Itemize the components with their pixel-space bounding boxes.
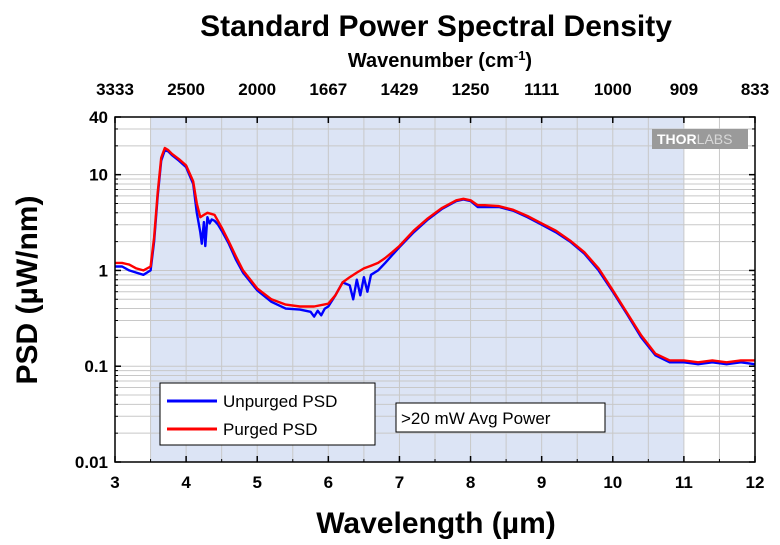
legend-label-unpurged: Unpurged PSD <box>223 392 337 411</box>
top-tick-label: 3333 <box>96 80 134 99</box>
x-axis-title: Wavelength (µm) <box>316 507 556 540</box>
y-tick-label: 1 <box>99 261 108 280</box>
x-tick-label: 3 <box>110 473 119 492</box>
legend-box <box>159 382 376 446</box>
x-tick-label: 6 <box>324 473 333 492</box>
top-axis-label-main: Wavenumber (cm <box>348 50 514 72</box>
tick-layer: 3333342500520006166771429812509111110100… <box>75 80 769 492</box>
legend: Unpurged PSD Purged PSD <box>159 382 376 446</box>
y-axis-title: PSD (µW/nm) <box>11 196 44 385</box>
legend-label-purged: Purged PSD <box>223 420 318 439</box>
x-tick-label: 8 <box>466 473 475 492</box>
chart-title: Standard Power Spectral Density <box>200 10 672 43</box>
x-tick-label: 5 <box>252 473 261 492</box>
x-tick-label: 11 <box>675 473 693 492</box>
y-tick-label: 10 <box>89 166 108 185</box>
x-tick-label: 12 <box>746 473 765 492</box>
top-axis-label: Wavenumber (cm-1) <box>348 48 532 72</box>
top-tick-label: 2000 <box>238 80 276 99</box>
annotation: >20 mW Avg Power <box>395 402 606 433</box>
top-tick-label: 2500 <box>167 80 205 99</box>
x-tick-label: 10 <box>603 473 622 492</box>
thorlabs-logo: THORLABS <box>652 129 748 149</box>
y-tick-label: 0.01 <box>75 453 108 472</box>
top-axis-label-sup: -1 <box>514 48 526 63</box>
x-tick-label: 7 <box>395 473 404 492</box>
top-axis-label-end: ) <box>525 50 532 72</box>
top-tick-label: 1250 <box>452 80 490 99</box>
top-tick-label: 909 <box>670 80 698 99</box>
top-tick-label: 1000 <box>594 80 632 99</box>
annotation-text: >20 mW Avg Power <box>401 409 551 428</box>
series-layer <box>115 146 756 366</box>
logo-background <box>652 129 748 149</box>
x-tick-label: 4 <box>181 473 191 492</box>
top-tick-label: 1429 <box>381 80 419 99</box>
annotation-box <box>395 402 606 433</box>
logo-text: THORLABS <box>657 131 732 147</box>
y-tick-label: 0.1 <box>84 357 108 376</box>
x-tick-label: 9 <box>537 473 546 492</box>
series-line-purged <box>115 146 755 364</box>
top-tick-label: 1111 <box>524 80 559 99</box>
y-tick-label: 40 <box>89 108 108 127</box>
top-tick-label: 833 <box>741 80 769 99</box>
top-tick-label: 1667 <box>309 80 347 99</box>
